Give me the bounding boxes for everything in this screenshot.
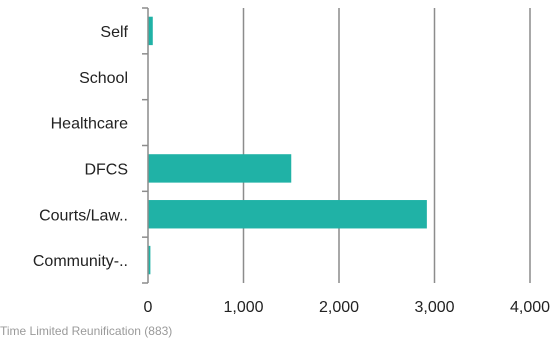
chart-caption: Time Limited Reunification (883) [0, 324, 172, 338]
y-axis [142, 8, 148, 283]
x-tick-label: 0 [144, 299, 153, 316]
category-label: Courts/Law.. [39, 207, 128, 224]
x-tick-labels: 0 1,000 2,000 3,000 4,000 [144, 299, 551, 316]
category-labels: Self School Healthcare DFCS Courts/Law.. Comm… [33, 24, 129, 270]
category-label: Community-.. [33, 253, 128, 270]
category-label: Self [100, 24, 128, 41]
category-label: Healthcare [51, 116, 128, 133]
x-tick-label: 1,000 [223, 299, 263, 316]
x-tick-label: 3,000 [414, 299, 454, 316]
grid-lines [244, 8, 531, 283]
category-label: School [79, 70, 128, 87]
x-tick-label: 4,000 [510, 299, 550, 316]
x-tick-label: 2,000 [319, 299, 359, 316]
bar[interactable] [148, 154, 291, 182]
bars [148, 17, 427, 275]
category-label: DFCS [84, 161, 128, 178]
bar[interactable] [148, 200, 427, 228]
